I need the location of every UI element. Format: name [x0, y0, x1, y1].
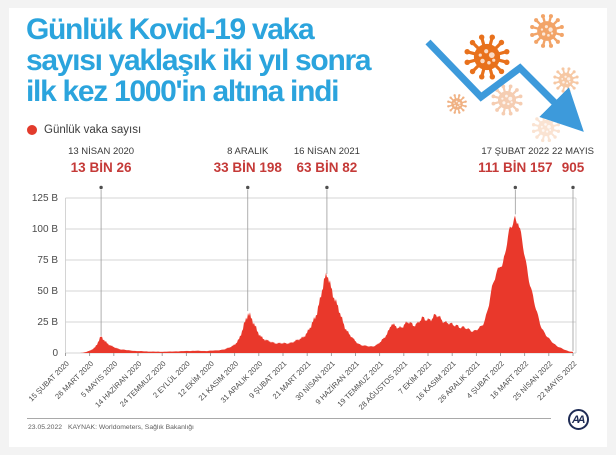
- page-title: Günlük Kovid-19 vaka sayısı yaklaşık iki…: [26, 14, 426, 107]
- footer-date: 23.05.2022: [28, 424, 63, 431]
- y-axis-tick-label: 50 B: [37, 286, 58, 297]
- virus-icon: [464, 34, 510, 80]
- annotation-date: 13 NİSAN 2020: [68, 146, 135, 157]
- footer-source: KAYNAK: Worldometers, Sağlık Bakanlığı: [68, 424, 194, 431]
- annotation-marker-dot: [325, 185, 329, 190]
- y-axis-tick-label: 0: [52, 348, 58, 359]
- annotation-date: 17 ŞUBAT 2022: [481, 146, 550, 157]
- y-axis-tick-label: 100 B: [32, 224, 58, 235]
- annotation-value: 905: [561, 160, 585, 175]
- annotation: 13 NİSAN 2020 13 BİN 26: [36, 146, 166, 175]
- virus-icons: [447, 14, 579, 143]
- virus-icon: [491, 84, 523, 116]
- annotation: 8 ARALIK 33 BİN 198: [183, 146, 313, 175]
- title-line-2: sayısı yaklaşık iki yıl sonra: [26, 44, 372, 77]
- y-axis-tick-label: 25 B: [37, 317, 58, 328]
- virus-icon: [553, 67, 579, 93]
- y-axis-tick-label: 75 B: [37, 255, 58, 266]
- aa-agency-logo: AA: [568, 409, 589, 430]
- annotation: 22 MAYIS 905: [508, 146, 616, 175]
- virus-icon: [530, 14, 564, 48]
- annotation-date: 22 MAYIS: [551, 146, 595, 157]
- title-line-3: ilk kez 1000'in altına indi: [26, 75, 339, 108]
- annotation: 17 ŞUBAT 2022 111 BİN 157: [450, 146, 580, 175]
- title-line-1: Günlük Kovid-19 vaka: [26, 13, 315, 46]
- annotation-value: 33 BİN 198: [213, 160, 282, 175]
- daily-cases-area-series: [65, 215, 573, 353]
- decline-arrow-icon: [425, 39, 584, 132]
- annotation-marker-dot: [513, 185, 518, 190]
- annotation-value: 13 BİN 26: [70, 160, 132, 175]
- annotation-value: 63 BİN 82: [296, 160, 358, 175]
- x-axis-tick-label: 15 ŞUBAT 2020: [27, 359, 71, 403]
- y-axis-tick-label: 125 B: [32, 193, 58, 204]
- legend: Günlük vaka sayısı: [27, 123, 141, 137]
- legend-dot-icon: [27, 125, 37, 135]
- annotation-marker-dot: [246, 185, 250, 190]
- annotation: 16 NİSAN 2021 63 BİN 82: [262, 146, 392, 175]
- annotation-date: 8 ARALIK: [227, 146, 269, 157]
- legend-label: Günlük vaka sayısı: [44, 124, 142, 136]
- annotation-value: 111 BİN 157: [478, 160, 553, 175]
- virus-icon: [447, 94, 467, 114]
- annotation-marker-dot: [571, 185, 575, 190]
- annotation-marker-dot: [99, 185, 103, 190]
- footer-divider: [27, 418, 551, 419]
- annotation-date: 16 NİSAN 2021: [293, 146, 360, 157]
